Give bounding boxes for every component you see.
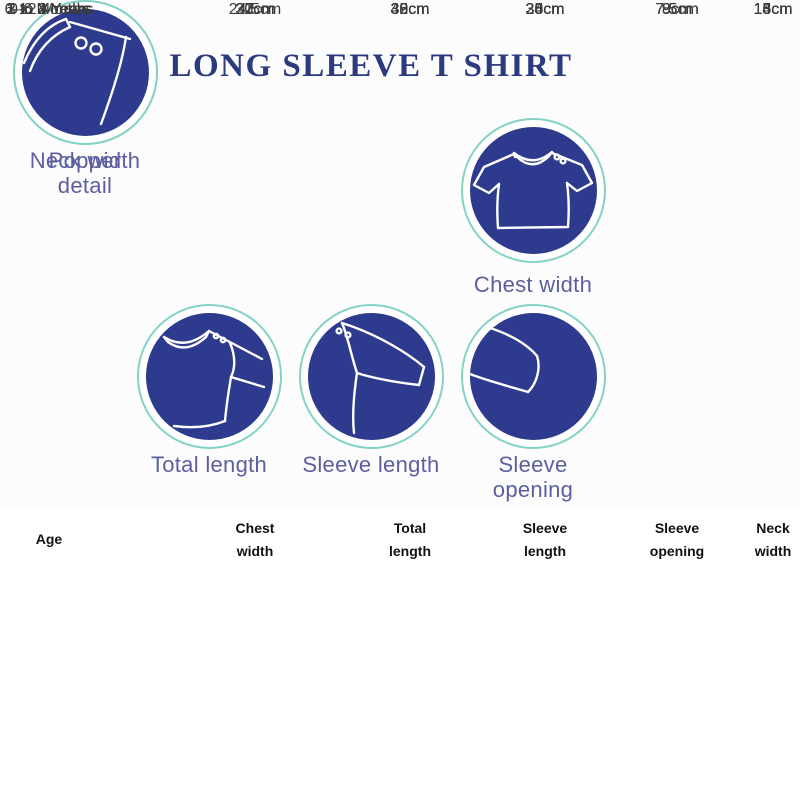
cell-sleeve-length: 38cm	[525, 1, 565, 18]
cell-age: 1 to 2 Years	[6, 1, 92, 18]
sleeve-opening-icon	[469, 313, 597, 440]
cell-chest-width: 27cm	[235, 1, 275, 18]
size-table-header: Age Chest width Total length Sleeve leng…	[0, 517, 800, 563]
cell-neck-width: 15cm	[753, 1, 793, 18]
measure-label-popper-detail: Popper detail	[48, 148, 122, 198]
measure-label-sleeve-opening: Sleeve opening	[492, 452, 574, 502]
measure-item-sleeve-opening: Sleeve opening	[448, 304, 618, 502]
cell-neck-width: 14cm	[753, 1, 793, 18]
cell-sleeve-length: 30cm	[525, 1, 565, 18]
teal-ring	[136, 304, 282, 449]
cell-neck-width: 15cm	[753, 1, 793, 18]
col-header-total-length: Total length	[389, 520, 431, 559]
table-row: 3 to 4 Years 32cm 40cm 38cm 9cm 16cm	[0, 0, 800, 20]
cell-total-length: 39cm	[390, 1, 430, 18]
teal-ring	[460, 118, 606, 263]
table-row: 0-6 Months 24.5cm 32cm 25cm 7.5cm 13cm	[0, 0, 800, 20]
table-row: 1 to 2 Years 30cm 38cm 34cm 8cm 15cm	[0, 0, 800, 20]
measure-label-total-length: Total length	[150, 452, 268, 477]
sleeve-length-icon	[307, 313, 435, 440]
measure-item-total-length: Total length	[124, 304, 294, 477]
cell-chest-width: 32cm	[235, 1, 275, 18]
cell-sleeve-opening: 9cm	[661, 1, 693, 18]
col-header-sleeve-length: Sleeve length	[522, 520, 568, 559]
teal-ring	[460, 304, 606, 449]
cell-sleeve-length: 34cm	[525, 1, 565, 18]
measure-label-chest-width: Chest width	[473, 272, 593, 297]
cell-chest-width: 31cm	[235, 1, 275, 18]
total-length-icon	[145, 313, 273, 440]
teal-ring	[298, 304, 444, 449]
cell-sleeve-length: 36cm	[525, 1, 565, 18]
cell-sleeve-opening: 7.5cm	[655, 1, 699, 18]
cell-sleeve-opening: 7.5cm	[655, 1, 699, 18]
measure-label-sleeve-length: Sleeve length	[302, 452, 440, 477]
chest-width-icon	[469, 127, 597, 254]
cell-chest-width: 30cm	[235, 1, 275, 18]
col-header-age: Age	[35, 531, 63, 547]
cell-neck-width: 16cm	[753, 1, 793, 18]
teal-ring	[12, 0, 158, 145]
cell-age: 2 to 3 Years	[6, 1, 92, 18]
cell-total-length: 38cm	[390, 1, 430, 18]
cell-age: 0-6 Months	[8, 1, 90, 18]
col-header-neck-width: Neck width	[754, 520, 792, 559]
table-row: 2 to 3 Years 31cm 39cm 36cm 9cm 15cm	[0, 0, 800, 20]
cell-neck-width: 13cm	[753, 1, 793, 18]
popper-detail-icon	[21, 9, 149, 136]
cell-chest-width: 24.5cm	[228, 1, 282, 18]
cell-total-length: 40cm	[390, 1, 430, 18]
table-row: 6-12 Months 27cm 35cm 30cm 7.5cm 14cm	[0, 0, 800, 20]
measure-item-sleeve-length: Sleeve length	[286, 304, 456, 477]
cell-sleeve-opening: 9cm	[661, 1, 693, 18]
page-title: LONG SLEEVE T SHIRT	[169, 48, 573, 84]
cell-sleeve-length: 25cm	[525, 1, 565, 18]
measure-label-neck-width: Neck width	[29, 148, 141, 173]
cell-total-length: 32cm	[390, 1, 430, 18]
measure-item-popper-detail: Popper detail	[0, 0, 170, 198]
col-header-chest-width: Chest width	[235, 520, 275, 559]
cell-age: 3 to 4 Years	[6, 1, 92, 18]
cell-sleeve-opening: 8cm	[661, 1, 693, 18]
cell-total-length: 35cm	[390, 1, 430, 18]
col-header-sleeve-opening: Sleeve opening	[649, 520, 705, 559]
measure-item-chest-width: Chest width	[448, 118, 618, 297]
cell-age: 6-12 Months	[4, 1, 94, 18]
